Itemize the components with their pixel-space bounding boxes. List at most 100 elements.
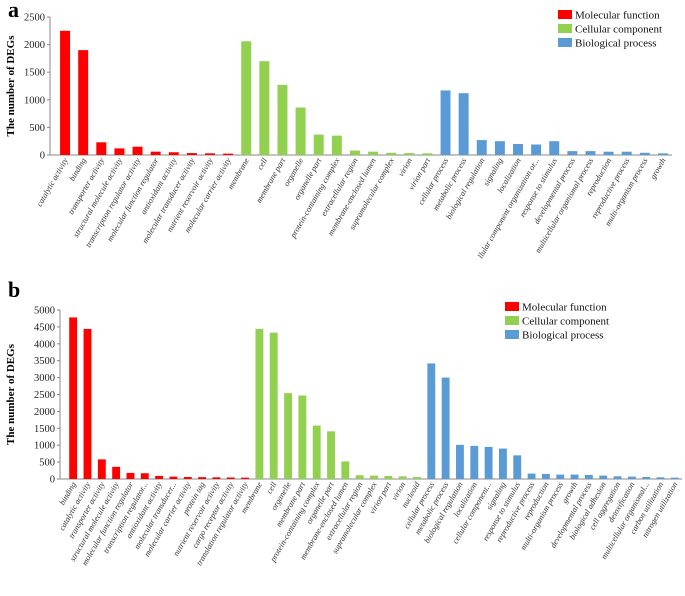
bar-response-to-stimulus: [549, 141, 560, 155]
panel-label-b: b: [8, 277, 20, 302]
x-tick-label: growth: [648, 157, 667, 181]
bar-molecular-function-regulator: [126, 472, 135, 479]
bar-biological-adhesion: [599, 475, 608, 479]
y-tick-label: 4500: [34, 322, 55, 333]
bar-antioxidant-activity: [155, 475, 164, 479]
bar-molecular-carrier-activity: [183, 476, 192, 479]
bar-catalytic-activity: [60, 30, 71, 155]
y-tick-label: 500: [39, 458, 55, 469]
bar-cell-aggregation: [613, 476, 622, 479]
bar-extracellular-region: [349, 150, 360, 155]
y-tick-label: 1500: [34, 424, 55, 435]
bar-membrane: [241, 41, 252, 156]
bar-transporter-activity: [96, 142, 107, 155]
bar-molecular-function-regulator: [150, 151, 161, 155]
bar-nitrogen-utilization: [670, 477, 679, 479]
bar-molecular-carrier-activity: [223, 153, 234, 155]
bar-molecular-transducer-activity: [186, 153, 197, 155]
bar-reproductive-process: [621, 151, 632, 155]
y-axis-label: The number of DEGs: [5, 35, 17, 137]
y-tick-label: 0: [50, 475, 55, 486]
bar-multicellular-organismal-process: [585, 151, 596, 155]
bar-multi-organism-process: [556, 474, 565, 479]
bar-organelle: [284, 393, 292, 479]
bar-metabolic-process: [458, 93, 469, 155]
bar-virion: [404, 153, 415, 155]
bar-localization: [513, 143, 523, 155]
bar-structural-molecule-activity: [114, 148, 125, 155]
bar-supramolecular-complex: [386, 152, 397, 155]
bar-cell: [269, 332, 278, 479]
y-tick-label: 3500: [34, 356, 55, 367]
legend-swatch-cellular-component: [505, 316, 519, 325]
bar-organelle: [295, 107, 306, 155]
bar-transcription-regulator-: [140, 473, 149, 479]
bar-biological-regulation: [476, 140, 487, 155]
y-tick-label: 4000: [34, 339, 55, 350]
bar-cargo-receptor-activity: [226, 477, 235, 479]
bar-antioxidant-activity: [168, 152, 179, 155]
bar-nutrient-reservoir-activity: [205, 153, 215, 155]
y-tick-label: 5000: [34, 306, 55, 317]
legend-swatch-molecular-function: [558, 10, 572, 19]
y-tick-label: 2000: [34, 407, 55, 418]
legend-swatch-molecular-function: [505, 302, 519, 311]
legend-swatch-cellular-component: [558, 24, 572, 33]
y-tick-label: 500: [29, 123, 45, 134]
bar-protein-containing-complex: [331, 135, 342, 155]
bar-virion-part: [422, 153, 433, 155]
bar-detoxification: [627, 476, 636, 479]
bar-localization: [470, 445, 479, 479]
bar-membrane-enclosed-lumen: [368, 151, 379, 155]
panel-b: b The number of DEGs 0 500 1000 1500 2000 2500 3…: [5, 277, 682, 567]
legend-label-cellular-component: Cellular component: [522, 316, 609, 328]
legend-label-biological-process: Biological process: [522, 330, 604, 342]
bar-llular-component-organization-or-: [531, 144, 542, 155]
legend-label-molecular-function: Molecular function: [522, 302, 607, 314]
bar-response-to-stimulus: [513, 455, 522, 479]
bar-virion-part: [384, 475, 393, 479]
y-tick-label: 0: [40, 151, 45, 162]
bar-developmental-process: [584, 474, 593, 479]
legend-swatch-biological-process: [505, 330, 519, 339]
bar-signaling: [494, 141, 505, 155]
bar-organelle-part: [313, 134, 324, 155]
bar-binding: [78, 50, 89, 156]
bar-molecular-transducer-: [169, 476, 178, 479]
legend-swatch-biological-process: [558, 38, 572, 47]
bar-binding: [69, 317, 78, 479]
bar-transporter-activity: [97, 459, 106, 479]
bar-supramolecular-complex: [370, 475, 378, 479]
bar-transcription-regulator-activity: [132, 146, 143, 155]
bar-carbon-utilization: [656, 477, 665, 479]
bar-cell: [259, 61, 270, 155]
bar-growth: [570, 474, 579, 479]
y-tick-label: 1500: [24, 68, 45, 79]
bar-membrane: [255, 328, 264, 479]
bar-extracellular-region: [355, 475, 364, 479]
y-tick-label: 2000: [24, 40, 45, 51]
x-tick-label: catalytic activity: [35, 156, 70, 208]
panel-label-a: a: [8, 0, 19, 22]
y-tick-label: 1000: [34, 441, 55, 452]
bar-reproduction: [603, 151, 614, 155]
bar-cellular-process: [427, 363, 436, 479]
x-tick-label: cell: [255, 156, 269, 171]
legend-label-biological-process: Biological process: [575, 38, 657, 50]
y-tick-label: 2500: [34, 390, 55, 401]
bar-translation-regulator-activity: [241, 477, 250, 479]
bar-nucleoid: [413, 476, 421, 479]
bar-protein-tag: [198, 477, 207, 479]
bar-protein-containing-complex: [312, 425, 321, 479]
panel-a: a The number of DEGs 0 500 1000 1500 2000 2500 c…: [5, 0, 672, 260]
y-tick-label: 2500: [24, 13, 45, 24]
bar-multi-organism-process: [639, 152, 650, 155]
bar-biological-regulation: [456, 444, 464, 479]
x-tick-label: virion: [396, 157, 414, 178]
bar-structural-molecule-activity: [112, 466, 121, 479]
bar-developmental-process: [567, 151, 578, 155]
y-axis-label: The number of DEGs: [5, 343, 17, 445]
y-tick-label: 3000: [34, 373, 55, 384]
bar-growth: [657, 153, 668, 155]
